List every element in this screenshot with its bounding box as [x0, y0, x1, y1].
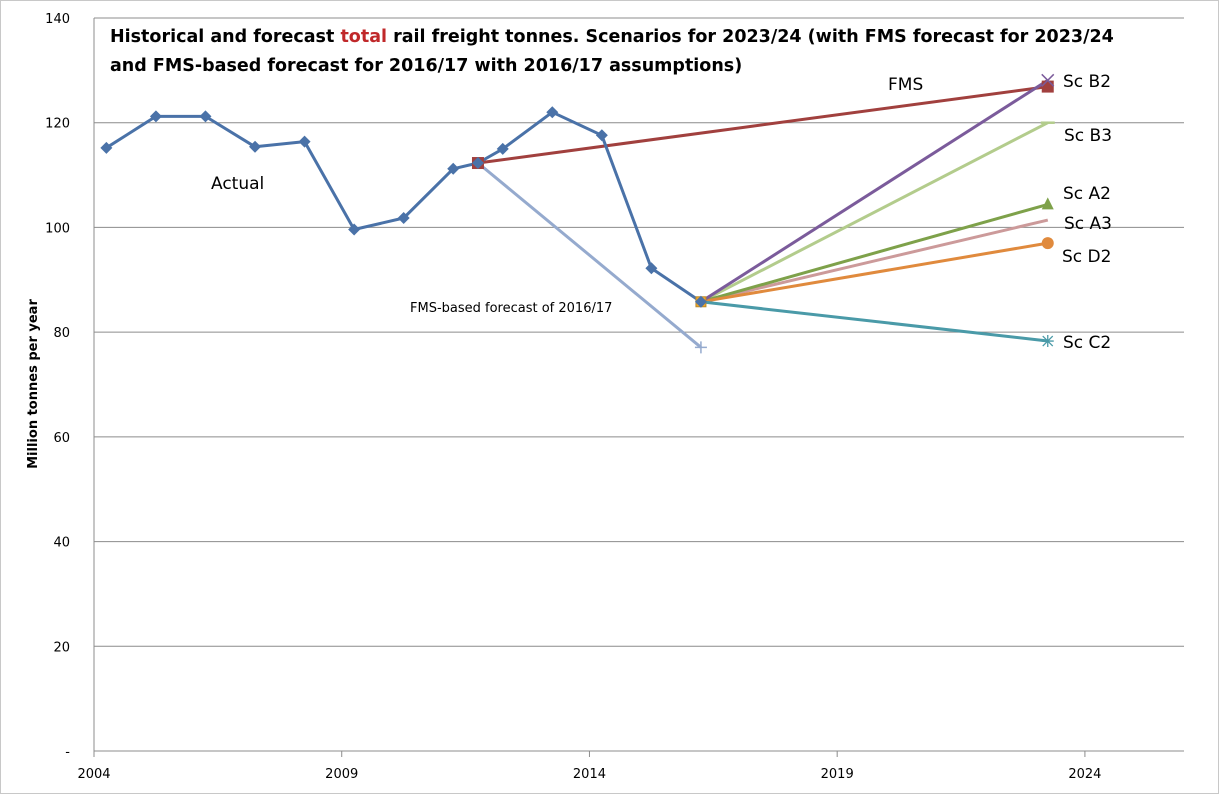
series-line-sc_b3	[700, 121, 1049, 304]
grid-lines	[94, 17, 1184, 647]
series-line-fms_based	[477, 161, 702, 349]
marker-actual	[149, 110, 162, 123]
y-tick-labels: - 20 40 60 80 100 120 140	[45, 12, 70, 760]
marker-actual	[595, 129, 608, 142]
y-tick-label: 80	[53, 326, 70, 341]
annotation-fms: FMS	[888, 75, 923, 95]
x-tick-label: 2009	[325, 767, 358, 782]
y-tick-label: 20	[53, 640, 70, 655]
label-sc-b2: Sc B2	[1063, 72, 1111, 92]
marker-actual	[249, 140, 262, 153]
marker-actual	[397, 212, 410, 225]
series-line-sc_a3	[700, 218, 1049, 304]
marker-sc_a2	[1041, 197, 1054, 210]
y-tick-label: -	[65, 745, 70, 760]
axes	[93, 18, 1184, 757]
chart-title-line-2: and FMS-based forecast for 2016/17 with …	[110, 56, 742, 76]
series-line-sc_d2	[700, 241, 1049, 304]
x-tick-label: 2024	[1068, 767, 1101, 782]
label-sc-a2: Sc A2	[1063, 184, 1111, 204]
marker-sc_d2	[1041, 237, 1054, 250]
series-line-sc_a2	[700, 202, 1049, 304]
marker-sc_b2	[1041, 73, 1055, 87]
x-tick-label: 2004	[77, 767, 110, 782]
x-tick-label: 2014	[573, 767, 606, 782]
marker-actual	[471, 157, 484, 170]
series-line-actual	[105, 110, 702, 304]
marker-actual	[496, 142, 509, 155]
y-tick-label: 120	[45, 117, 70, 132]
label-sc-b3: Sc B3	[1064, 126, 1112, 146]
marker-fms_based	[694, 341, 707, 354]
y-tick-label: 140	[45, 12, 70, 27]
marker-fms	[1041, 80, 1054, 93]
marker-actual	[447, 162, 460, 175]
annotation-actual: Actual	[211, 174, 264, 194]
y-tick-label: 100	[45, 221, 70, 236]
marker-actual	[694, 295, 707, 308]
label-sc-a3: Sc A3	[1064, 214, 1112, 234]
x-tick-labels: 2004 2009 2014 2019 2024	[77, 767, 1101, 782]
annotation-fms-based: FMS-based forecast of 2016/17	[410, 301, 612, 316]
label-sc-c2: Sc C2	[1063, 333, 1111, 353]
series-line-sc_b2	[700, 79, 1049, 304]
label-sc-d2: Sc D2	[1062, 247, 1111, 267]
marker-actual	[348, 223, 361, 236]
marker-sc_c2	[1041, 335, 1054, 348]
y-axis-label: Million tonnes per year	[26, 299, 41, 469]
chart-title-line-1: Historical and forecast total rail freig…	[110, 27, 1114, 47]
marker-actual	[645, 262, 658, 275]
marker-actual	[298, 135, 311, 148]
x-tick-label: 2019	[821, 767, 854, 782]
y-tick-label: 40	[53, 536, 70, 551]
marker-actual	[199, 110, 212, 123]
series-line-fms	[477, 85, 1048, 165]
marker-actual	[546, 106, 559, 119]
series-markers	[100, 73, 1055, 354]
series-line-sc_c2	[700, 300, 1048, 343]
marker-actual	[100, 141, 113, 154]
series-lines	[105, 79, 1049, 349]
y-tick-label: 60	[53, 431, 70, 446]
